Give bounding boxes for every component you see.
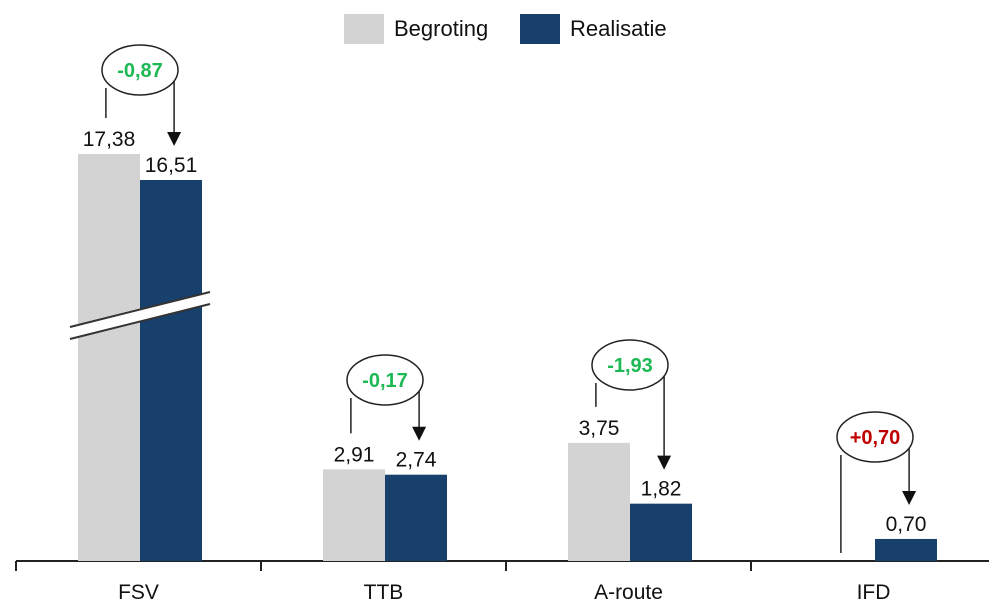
- legend-item-realisatie: Realisatie: [520, 14, 667, 44]
- bar-fsv-begroting: [78, 154, 140, 561]
- diff-ellipse-fsv: [101, 44, 179, 96]
- data-label-fsv-begroting: 17,38: [83, 128, 136, 151]
- bar-a-route-realisatie: [630, 503, 692, 561]
- diff-arrow-head: [902, 490, 917, 505]
- bar-ttb-begroting: [323, 469, 385, 561]
- axis-break-gap: [70, 292, 210, 339]
- category-label-ttb: TTB: [364, 581, 404, 604]
- legend: Begroting Realisatie: [0, 12, 989, 46]
- bar-fsv-realisatie: [140, 180, 202, 561]
- diff-ellipse-ifd: [836, 411, 914, 463]
- diff-label-ttb: -0,17: [362, 370, 408, 392]
- legend-label-begroting: Begroting: [394, 16, 489, 41]
- category-label-a-route: A-route: [594, 581, 663, 604]
- category-label-fsv: FSV: [118, 581, 159, 604]
- data-label-fsv-realisatie: 16,51: [145, 154, 198, 177]
- diff-label-ifd: +0,70: [850, 427, 901, 449]
- data-label-ifd-realisatie: 0,70: [886, 513, 927, 536]
- legend-item-begroting: Begroting: [344, 14, 488, 44]
- legend-label-realisatie: Realisatie: [570, 16, 667, 41]
- axis-break-line: [69, 291, 211, 328]
- diff-arrow-head: [412, 426, 427, 441]
- diff-arrow-head: [167, 132, 182, 146]
- legend-swatch-begroting: [344, 14, 384, 44]
- diff-arrow-head: [657, 455, 672, 470]
- diff-label-fsv: -0,87: [117, 60, 163, 82]
- bar-ttb-realisatie: [385, 474, 447, 561]
- diff-label-a-route: -1,93: [607, 355, 653, 377]
- data-label-a-route-begroting: 3,75: [579, 417, 620, 440]
- bar-ifd-realisatie: [875, 538, 937, 561]
- diff-ellipse-a-route: [591, 339, 669, 391]
- data-label-a-route-realisatie: 1,82: [641, 478, 682, 501]
- data-label-ttb-begroting: 2,91: [334, 443, 375, 466]
- axis-break-line: [69, 303, 211, 340]
- legend-swatch-realisatie: [520, 14, 560, 44]
- data-label-ttb-realisatie: 2,74: [396, 449, 437, 472]
- bar-a-route-begroting: [568, 442, 630, 561]
- category-label-ifd: IFD: [857, 581, 891, 604]
- diff-ellipse-ttb: [346, 354, 424, 406]
